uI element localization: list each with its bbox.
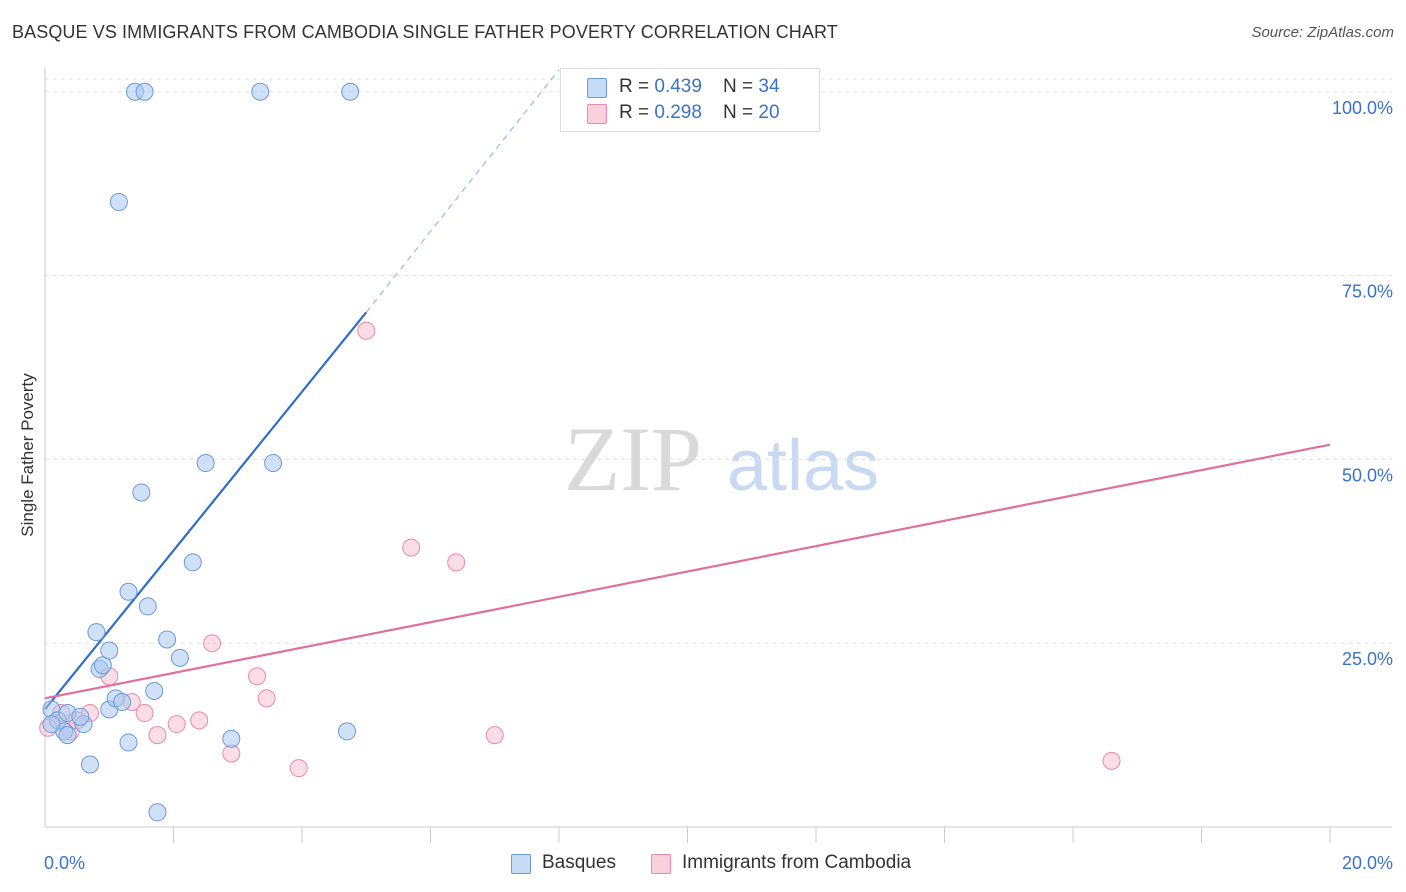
- cambodia-point: [357, 321, 376, 340]
- watermark-atlas: atlas: [727, 426, 879, 506]
- basques-r-value: 0.439: [654, 76, 702, 97]
- y-tick-label: 25.0%: [1342, 649, 1393, 669]
- cambodia-r-value: 0.298: [654, 102, 702, 123]
- basques-point: [80, 755, 99, 774]
- cambodia-trend-line: [44, 443, 1331, 700]
- cambodia-point: [257, 689, 276, 708]
- basques-point: [170, 648, 189, 667]
- cambodia-point: [203, 634, 222, 653]
- gridlines: [45, 78, 1392, 644]
- cambodia-n-label: N =: [723, 102, 759, 123]
- basques-trend-extension: [365, 69, 560, 313]
- basques-n-value: 34: [758, 76, 780, 97]
- cambodia-point: [485, 726, 504, 745]
- basques-point: [119, 582, 138, 601]
- cambodia-point: [135, 704, 154, 723]
- basques-point: [222, 729, 241, 748]
- basques-point: [100, 641, 119, 660]
- cambodia-point: [447, 553, 466, 572]
- stats-legend: R = 0.439 N = 34 R = 0.298 N = 20: [560, 68, 820, 132]
- basques-point: [42, 715, 61, 734]
- basques-trend-line: [44, 311, 368, 711]
- axes: [44, 68, 1392, 843]
- cambodia-point: [167, 715, 186, 734]
- legend-basques-label: Basques: [542, 852, 616, 873]
- basques-point: [196, 454, 215, 473]
- basques-point: [135, 82, 154, 101]
- series-legend: Basques Immigrants from Cambodia: [0, 852, 1406, 878]
- basques-point: [341, 82, 360, 101]
- tick-labels: 25.0% 50.0% 75.0% 100.0% 0.0% 20.0%: [44, 98, 1393, 873]
- basques-point: [138, 597, 157, 616]
- cambodia-point: [248, 667, 267, 686]
- y-tick-label: 75.0%: [1342, 282, 1393, 302]
- basques-point: [337, 722, 356, 741]
- source-label: Source: ZipAtlas.com: [1251, 24, 1394, 41]
- basques-point: [158, 630, 177, 649]
- cambodia-r-label: R =: [619, 102, 655, 123]
- basques-n-label: N =: [723, 76, 759, 97]
- basques-point: [132, 483, 151, 502]
- y-tick-label: 50.0%: [1342, 465, 1393, 485]
- cambodia-point: [1102, 751, 1121, 770]
- watermark: ZIP atlas: [564, 408, 879, 510]
- basques-r-label: R =: [619, 76, 655, 97]
- basques-point: [87, 623, 106, 642]
- x-tick-label-max: 20.0%: [1342, 853, 1393, 873]
- cambodia-point: [289, 759, 308, 778]
- basques-point: [71, 707, 90, 726]
- basques-point: [109, 193, 128, 212]
- cambodia-n-value: 20: [758, 102, 780, 123]
- basques-point: [183, 553, 202, 572]
- basques-point: [119, 733, 138, 752]
- legend-basques-swatch: [511, 854, 531, 874]
- legend-cambodia-label: Immigrants from Cambodia: [682, 852, 912, 873]
- basques-point: [148, 803, 167, 822]
- basques-point: [251, 82, 270, 101]
- x-tick-label-min: 0.0%: [44, 853, 85, 873]
- cambodia-swatch: [587, 104, 607, 124]
- basques-point: [145, 681, 164, 700]
- data-points: [39, 82, 1121, 822]
- trend-lines: [44, 69, 1331, 711]
- cambodia-point: [190, 711, 209, 730]
- y-tick-label: 100.0%: [1332, 98, 1393, 118]
- basques-point: [113, 693, 132, 712]
- basques-swatch: [587, 78, 607, 98]
- legend-cambodia-swatch: [651, 854, 671, 874]
- chart-title: BASQUE VS IMMIGRANTS FROM CAMBODIA SINGL…: [12, 22, 838, 42]
- basques-point: [58, 726, 77, 745]
- basques-point: [264, 454, 283, 473]
- cambodia-point: [148, 726, 167, 745]
- cambodia-point: [402, 538, 421, 557]
